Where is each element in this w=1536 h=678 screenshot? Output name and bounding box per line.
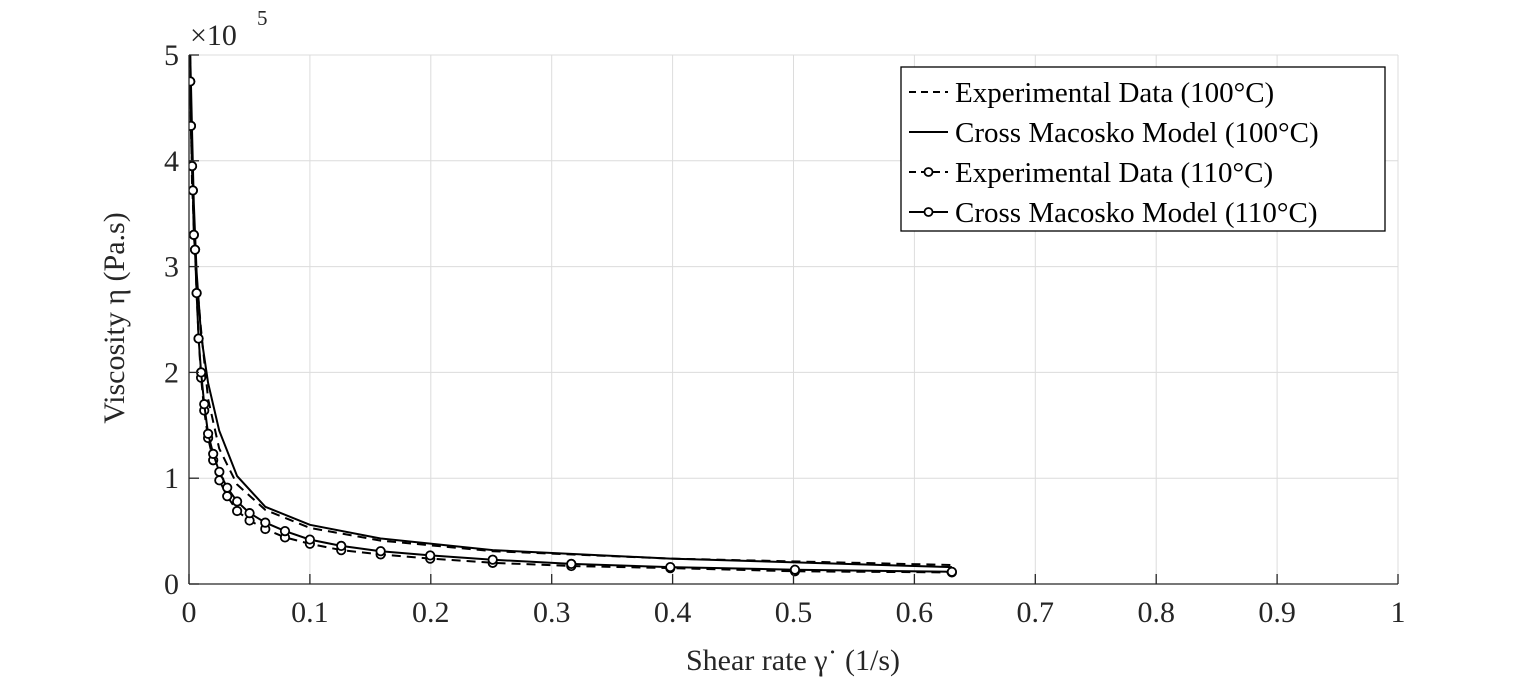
series-marker <box>244 508 255 519</box>
series-marker <box>260 517 271 528</box>
series-marker <box>336 540 347 552</box>
x-tick-label: 0.8 <box>1137 596 1175 629</box>
series-marker <box>222 482 233 493</box>
x-tick-label: 0.3 <box>533 596 571 629</box>
y-tick-label: 4 <box>164 145 179 178</box>
legend-label: Cross Macosko Model (110°C) <box>955 197 1318 229</box>
y-tick-labels: 0 1 2 3 4 5 <box>164 39 179 601</box>
series-marker <box>304 534 315 545</box>
series-marker <box>487 554 498 565</box>
x-tick-label: 0.9 <box>1258 596 1296 629</box>
x-tick-label: 0.6 <box>896 596 934 629</box>
x-tick-label: 0 <box>182 596 197 629</box>
plot-area <box>189 54 957 578</box>
series-4 <box>189 76 957 577</box>
legend-marker <box>923 167 934 177</box>
series-marker <box>665 561 676 573</box>
series-marker <box>203 428 214 439</box>
series-marker <box>189 120 197 131</box>
y-scale-exponent: 5 <box>257 6 268 30</box>
series-marker <box>279 525 291 537</box>
legend-label: Cross Macosko Model (100°C) <box>955 117 1319 149</box>
x-axis-label: Shear rate γ˙ (1/s) <box>686 644 900 677</box>
legend-box <box>900 66 1386 232</box>
series-marker <box>566 558 577 569</box>
y-scale-multiplier: ×10 <box>190 19 237 52</box>
y-axis-label: Viscosity η (Pa.s) <box>98 212 131 423</box>
y-tick-label: 0 <box>164 568 179 601</box>
y-tick-label: 5 <box>164 39 179 72</box>
series-marker <box>189 229 199 240</box>
series-marker <box>189 185 198 196</box>
x-tick-label: 1 <box>1391 596 1406 629</box>
x-tick-label: 0.1 <box>291 596 329 629</box>
series-marker <box>208 448 219 459</box>
legend: Experimental Data (100°C) Cross Macosko M… <box>900 66 1386 232</box>
series-marker <box>191 287 202 299</box>
y-tick-label: 1 <box>164 462 179 495</box>
x-tick-label: 0.4 <box>654 596 692 629</box>
series-marker <box>193 333 204 344</box>
legend-label: Experimental Data (100°C) <box>955 77 1274 109</box>
series-marker <box>214 466 225 477</box>
x-tick-label: 0.5 <box>775 596 813 629</box>
legend-label: Experimental Data (110°C) <box>955 157 1273 189</box>
y-tick-label: 3 <box>164 251 179 284</box>
axes <box>188 54 1399 585</box>
legend-marker <box>923 207 934 217</box>
series-marker <box>425 550 436 561</box>
series-marker <box>946 566 957 577</box>
series-marker <box>189 76 196 87</box>
series-marker <box>789 564 801 575</box>
series-marker <box>189 160 198 172</box>
series-marker <box>189 244 201 255</box>
series-marker <box>232 505 243 517</box>
series-marker <box>199 399 210 410</box>
x-tick-label: 0.2 <box>412 596 450 629</box>
series-marker <box>232 496 243 507</box>
y-tick-label: 2 <box>164 356 179 389</box>
series-marker <box>375 546 386 557</box>
x-tick-label: 0.7 <box>1017 596 1055 629</box>
x-tick-labels: 0 0.1 0.2 0.3 0.4 0.5 0.6 0.7 0.8 0.9 1 <box>182 596 1406 629</box>
